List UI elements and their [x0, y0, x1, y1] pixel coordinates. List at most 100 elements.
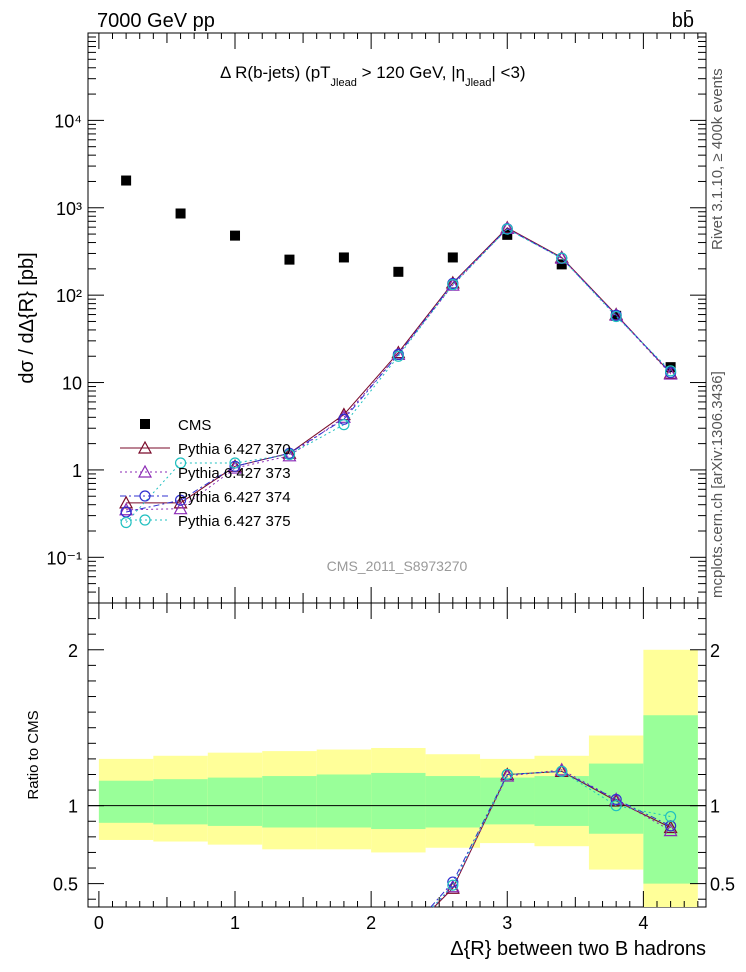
data-point-2 — [119, 502, 134, 516]
band-green — [534, 776, 589, 826]
data-point-0 — [447, 252, 458, 263]
data-point-3 — [174, 494, 187, 506]
main-y-tick-label: 10² — [56, 286, 82, 306]
data-point-2 — [282, 448, 297, 462]
data-point-2 — [173, 501, 188, 515]
legend-marker — [140, 419, 150, 429]
ratio-point-3 — [556, 765, 568, 777]
legend-label: Pythia 6.427 373 — [178, 465, 291, 482]
ratio-y-tick-label: 1 — [68, 797, 78, 817]
title-sub2: Jlead — [465, 77, 491, 89]
data-point-0 — [284, 254, 295, 265]
main-y-tick-label: 10 — [62, 374, 82, 394]
data-point-2 — [336, 410, 351, 423]
data-point-4 — [447, 279, 459, 291]
data-point-4 — [392, 350, 404, 362]
ratio-y-tick-label: 0.5 — [53, 875, 78, 895]
x-tick-label: 4 — [638, 913, 648, 933]
ratio-y-tick-label-right: 2 — [710, 641, 720, 661]
data-point-0 — [338, 252, 349, 263]
data-point-4 — [338, 419, 350, 431]
legend-label: Pythia 6.427 374 — [178, 489, 291, 506]
data-point-0 — [393, 266, 404, 277]
data-point-0 — [175, 208, 186, 219]
main-series-group — [119, 175, 678, 529]
x-tick-label: 1 — [230, 913, 240, 933]
ratio-point-3 — [665, 810, 677, 823]
legend-label: CMS — [178, 417, 211, 434]
x-tick-label: 0 — [94, 913, 104, 933]
ratio-point-3 — [447, 879, 459, 891]
legend-marker — [137, 464, 153, 478]
title-end: | <3) — [491, 63, 525, 82]
ratio-line-3 — [432, 770, 671, 908]
data-point-1 — [173, 495, 188, 509]
main-y-label: dσ / dΔ{R} [pb] — [16, 252, 38, 383]
legend-marker — [139, 514, 151, 526]
ratio-series-group — [430, 762, 678, 908]
x-axis-label: Δ{R} between two B hadrons — [450, 938, 706, 960]
ratio-y-tick-label-right: 1 — [710, 797, 720, 817]
legend-label: Pythia 6.427 370 — [178, 441, 291, 458]
data-point-3 — [338, 413, 350, 425]
energy-label: 7000 GeV pp — [97, 10, 215, 32]
rivet-label: Rivet 3.1.10, ≥ 400k events — [709, 68, 726, 250]
band-green — [480, 777, 535, 825]
legend-label: Pythia 6.427 375 — [178, 513, 291, 530]
ratio-point-2 — [610, 793, 622, 806]
band-green — [371, 772, 426, 830]
ratio-panel-frame — [87, 602, 707, 908]
legend: CMS Pythia 6.427 370 Pythia 6.427 373 Pythi… — [120, 417, 291, 530]
title-mid: > 120 GeV, |η — [357, 63, 465, 82]
ratio-point-3 — [501, 768, 513, 781]
data-point-4 — [610, 310, 622, 323]
band-green — [425, 776, 481, 828]
process-label: bb̄ — [672, 9, 694, 32]
band-green — [153, 779, 208, 825]
ratio-y-tick-label-right: 0.5 — [710, 875, 735, 895]
main-y-tick-label: 10³ — [56, 199, 82, 219]
main-axis-ticks: 10⁻¹ 1 10 10² 10³ 10⁴ — [46, 32, 706, 604]
data-point-3 — [120, 506, 132, 518]
ratio-point-2 — [447, 876, 459, 888]
main-y-tick-label: 10⁻¹ — [46, 548, 82, 568]
data-point-0 — [121, 175, 132, 186]
data-point-4 — [229, 457, 241, 469]
band-green — [588, 763, 644, 834]
main-y-tick-label: 10⁴ — [54, 111, 82, 131]
data-point-4 — [665, 365, 677, 377]
ratio-point-1 — [554, 762, 569, 776]
data-point-4 — [556, 252, 568, 264]
data-point-2 — [663, 366, 678, 380]
band-green — [262, 776, 317, 828]
ratio-point-0 — [663, 820, 678, 834]
x-tick-label: 2 — [366, 913, 376, 933]
ratio-y-label: Ratio to CMS — [25, 710, 42, 799]
data-point-4 — [174, 457, 187, 469]
x-tick-label: 3 — [502, 913, 512, 933]
ratio-point-2 — [665, 820, 677, 832]
data-point-0 — [230, 230, 241, 241]
band-green — [316, 774, 372, 828]
band-green — [98, 780, 154, 823]
analysis-id: CMS_2011_S8973270 — [327, 558, 468, 574]
ratio-axis-ticks: 0.5 0.5 1 1 2 2 0 1 2 3 4 — [53, 603, 735, 933]
legend-marker — [139, 490, 151, 502]
data-point-1 — [119, 495, 134, 509]
data-point-4 — [283, 448, 296, 461]
legend-marker — [137, 440, 153, 454]
data-point-4 — [501, 223, 513, 235]
main-y-tick-label: 1 — [72, 461, 82, 481]
plot-title: Δ R(b-jets) (pTJlead > 120 GeV, |ηJlead|… — [220, 63, 526, 89]
data-point-0 — [556, 259, 567, 270]
series-line-4 — [125, 228, 671, 523]
title-sub1: Jlead — [331, 77, 357, 89]
data-point-3 — [229, 460, 241, 472]
title-main: Δ R(b-jets) (pT — [220, 63, 331, 82]
band-green — [207, 777, 263, 826]
ratio-y-tick-label: 2 — [68, 641, 78, 661]
data-point-4 — [120, 516, 132, 529]
ratio-uncertainty-bands — [88, 649, 706, 907]
band-green — [643, 715, 698, 884]
